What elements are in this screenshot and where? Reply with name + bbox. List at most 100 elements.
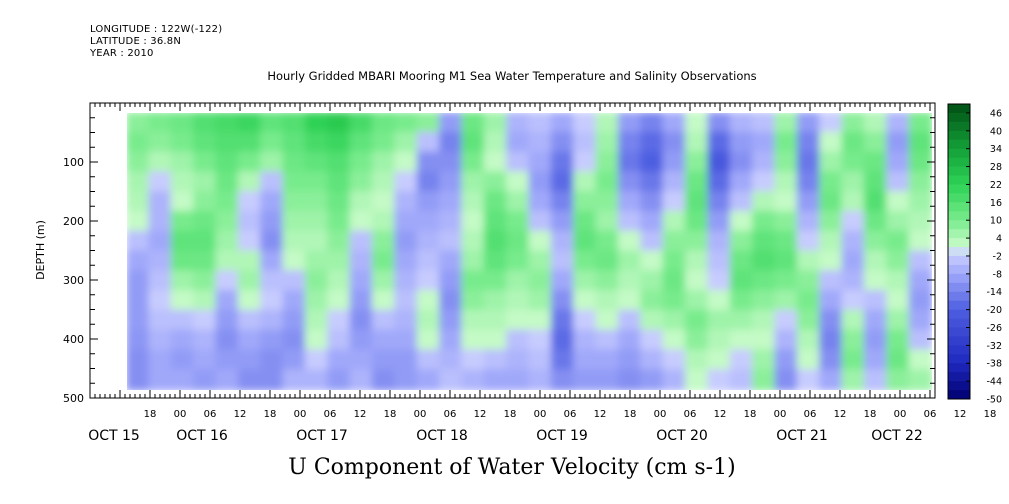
heatmap-cell	[304, 191, 330, 213]
heatmap-cell	[886, 171, 911, 194]
heatmap-cell	[528, 210, 553, 233]
colorbar-label: 28	[990, 162, 1002, 173]
heatmap-cell	[304, 369, 330, 390]
heatmap-cell	[148, 290, 173, 312]
heatmap-cell	[394, 349, 419, 372]
heatmap-cell	[371, 113, 397, 134]
heatmap-cell	[774, 329, 799, 352]
heatmap-cell	[506, 369, 531, 390]
heatmap-cell	[282, 309, 307, 332]
heatmap-cell	[729, 151, 755, 174]
heatmap-cell	[170, 329, 196, 352]
colorbar-band	[948, 104, 970, 114]
heatmap-cell	[841, 349, 866, 372]
heatmap-cell	[170, 191, 196, 213]
heatmap-cell	[886, 369, 911, 390]
heatmap-cell	[127, 191, 151, 213]
colorbar-label: -44	[986, 377, 1002, 388]
heatmap-cell	[729, 250, 755, 273]
heatmap-cell	[774, 250, 799, 273]
heatmap-cell	[327, 270, 352, 293]
heatmap-cell	[640, 369, 665, 390]
heatmap-cell	[371, 329, 397, 352]
heatmap-cell	[506, 290, 531, 312]
heatmap-cell	[707, 230, 732, 253]
heatmap-cell	[774, 131, 799, 154]
colorbar-label: 10	[990, 216, 1002, 227]
heatmap-cell	[863, 270, 889, 293]
heatmap-cell	[282, 349, 307, 372]
heatmap-cell	[327, 151, 352, 174]
x-hour-label: 18	[504, 409, 517, 420]
heatmap-cell	[640, 191, 665, 213]
heatmap-cell	[707, 131, 732, 154]
heatmap-cell	[461, 131, 486, 154]
heatmap-cell	[349, 210, 374, 233]
x-day-label: OCT 22	[871, 428, 923, 444]
heatmap-cell	[685, 270, 710, 293]
heatmap-cell	[550, 349, 576, 372]
heatmap-cell	[506, 270, 531, 293]
heatmap-cell	[127, 210, 151, 233]
heatmap-cell	[483, 309, 509, 332]
heatmap-cell	[237, 290, 263, 312]
heatmap-cell	[550, 171, 576, 194]
heatmap-cell	[193, 270, 218, 293]
heatmap-cell	[439, 131, 464, 154]
heatmap-cell	[127, 230, 151, 253]
heatmap-cell	[908, 131, 932, 154]
heatmap-cell	[237, 113, 263, 134]
x-hour-label: 06	[804, 409, 817, 420]
x-day-label: OCT 21	[776, 428, 828, 444]
heatmap-cell	[416, 290, 442, 312]
heatmap-cell	[707, 290, 732, 312]
heatmap-cell	[416, 250, 442, 273]
heatmap-cell	[461, 250, 486, 273]
heatmap-cell	[908, 369, 932, 390]
heatmap-cell	[371, 151, 397, 174]
heatmap-cell	[237, 210, 263, 233]
heatmap-cell	[416, 329, 442, 352]
heatmap-cell	[729, 171, 755, 194]
x-hour-label: 06	[444, 409, 457, 420]
heatmap-cell	[127, 151, 151, 174]
heatmap-cell	[617, 250, 643, 273]
heatmap-cell	[170, 290, 196, 312]
heatmap-cell	[461, 270, 486, 293]
heatmap-cell	[260, 329, 285, 352]
heatmap-cell	[237, 151, 263, 174]
heatmap-cell	[394, 131, 419, 154]
heatmap-cell	[640, 349, 665, 372]
heatmap-cell	[617, 210, 643, 233]
heatmap-cell	[729, 290, 755, 312]
heatmap-cell	[237, 270, 263, 293]
colorbar-band	[948, 345, 970, 355]
x-hour-label: 18	[264, 409, 277, 420]
heatmap-cell	[193, 290, 218, 312]
colorbar-label: 22	[990, 180, 1002, 191]
heatmap-cell	[439, 151, 464, 174]
heatmap-cell	[774, 309, 799, 332]
heatmap-cell	[327, 171, 352, 194]
heatmap-cell	[461, 290, 486, 312]
heatmap-cell	[550, 270, 576, 293]
heatmap-cell	[796, 329, 822, 352]
heatmap-cell	[595, 290, 620, 312]
heatmap-cell	[595, 131, 620, 154]
heatmap-cell	[304, 309, 330, 332]
colorbar-band	[948, 282, 970, 293]
heatmap-cell	[774, 369, 799, 390]
heatmap-cell	[796, 290, 822, 312]
heatmap-cell	[127, 329, 151, 352]
colorbar-band	[948, 211, 970, 221]
heatmap-cell	[662, 270, 688, 293]
heatmap-cell	[304, 230, 330, 253]
heatmap-cell	[573, 191, 598, 213]
heatmap-cell	[371, 270, 397, 293]
heatmap-cell	[863, 230, 889, 253]
heatmap-cell	[506, 250, 531, 273]
x-hour-label: 12	[234, 409, 247, 420]
heatmap-cell	[774, 210, 799, 233]
heatmap-cell	[595, 329, 620, 352]
heatmap-cell	[461, 329, 486, 352]
